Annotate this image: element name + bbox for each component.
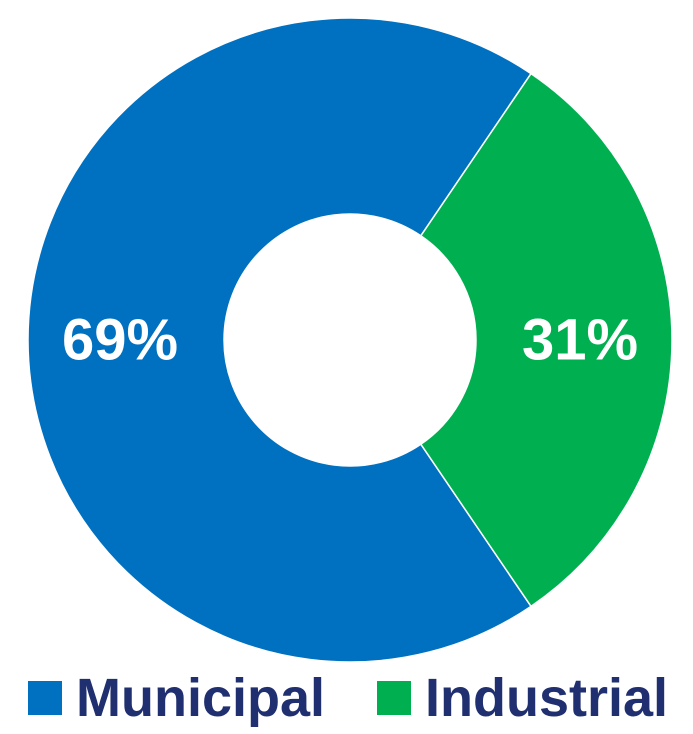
legend: Municipal Industrial bbox=[28, 668, 668, 728]
slice-label-industrial: 31% bbox=[522, 308, 638, 373]
legend-item-municipal: Municipal bbox=[28, 671, 325, 725]
donut-slices bbox=[27, 17, 673, 663]
legend-item-industrial: Industrial bbox=[377, 671, 668, 725]
slice-labels: 69% 31% bbox=[62, 308, 638, 373]
donut-chart: 69% 31% bbox=[27, 17, 673, 663]
legend-swatch-industrial bbox=[377, 681, 412, 715]
legend-label-municipal: Municipal bbox=[76, 668, 326, 728]
legend-label-industrial: Industrial bbox=[425, 668, 669, 728]
legend-swatch-municipal bbox=[28, 681, 62, 715]
slice-municipal bbox=[27, 17, 533, 663]
slice-label-municipal: 69% bbox=[62, 308, 178, 373]
slice-industrial bbox=[419, 72, 673, 608]
